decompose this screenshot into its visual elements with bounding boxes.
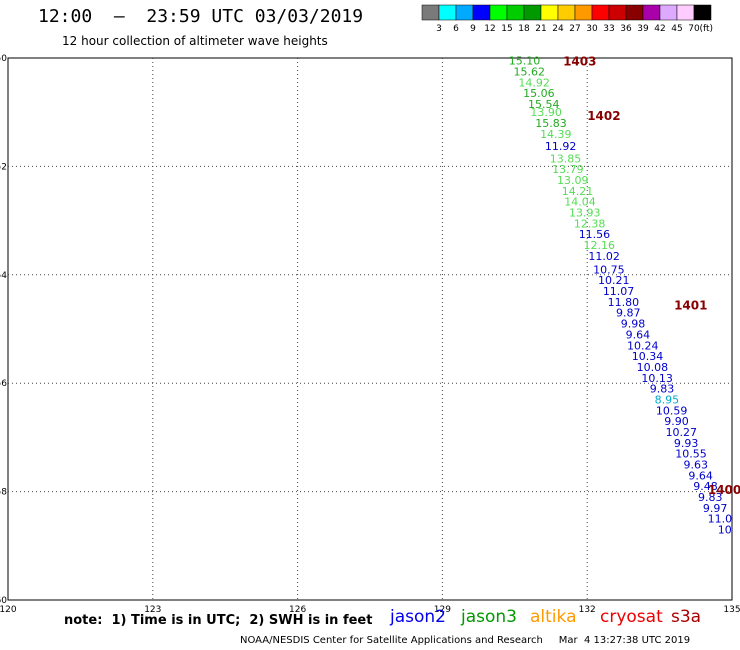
note-text: note: 1) Time is in UTC; 2) SWH is in fe… — [64, 613, 373, 628]
wave-height-label: 9.63 — [684, 459, 709, 472]
y-tick-label: -50 — [0, 54, 7, 64]
y-tick-label: -60 — [0, 596, 7, 606]
wave-height-label: 10.21 — [598, 274, 630, 287]
legend-label: 70 — [688, 24, 700, 34]
legend-label: 12 — [484, 24, 495, 34]
legend-label: 18 — [518, 24, 530, 34]
wave-height-label: 13.79 — [552, 163, 584, 176]
wave-height-label: 10.27 — [666, 426, 698, 439]
x-tick-label: 129 — [434, 605, 451, 615]
wave-height-label: 9.48 — [693, 480, 718, 493]
y-tick-label: -56 — [0, 379, 7, 389]
satellite-name: jason3 — [461, 607, 517, 627]
wave-height-label: 9.83 — [650, 383, 675, 396]
legend-unit: (ft) — [699, 24, 713, 34]
legend-label: 24 — [552, 24, 564, 34]
chart-title: 12:00 — 23:59 UTC 03/03/2019 — [38, 6, 364, 27]
x-tick-label: 120 — [0, 605, 17, 615]
legend-label: 3 — [436, 24, 442, 34]
wave-height-label: 9.87 — [616, 307, 641, 320]
wave-height-label: 15.54 — [528, 98, 560, 111]
wave-height-label: 9.83 — [698, 491, 723, 504]
wave-height-label: 10.34 — [632, 350, 664, 363]
wave-height-label: 13.09 — [557, 174, 589, 187]
plot-frame — [7, 57, 733, 601]
legend-label: 45 — [671, 24, 682, 34]
wave-height-label: 10.59 — [656, 404, 688, 417]
satellite-name: jason2 — [390, 607, 446, 627]
satellite-name: altika — [530, 607, 577, 627]
wave-height-label: 9.90 — [664, 415, 689, 428]
wave-height-label: 10.75 — [593, 263, 625, 276]
wave-height-label: 14.92 — [518, 76, 550, 89]
wave-height-label: 13.93 — [569, 206, 601, 219]
wave-height-label: 13.90 — [530, 106, 562, 119]
wave-height-label: 12.38 — [574, 217, 606, 230]
wave-height-label: 9.64 — [626, 328, 651, 341]
wave-height-label: 11.80 — [608, 296, 640, 309]
legend-label: 33 — [603, 24, 614, 34]
wave-height-label: 11.07 — [603, 285, 635, 298]
x-tick-label: 123 — [144, 605, 161, 615]
satellite-name: cryosat — [600, 607, 663, 627]
wave-height-label: 9.98 — [621, 318, 646, 331]
wave-height-label: 12.16 — [584, 239, 616, 252]
y-tick-label: -54 — [0, 271, 7, 281]
wave-height-label: 14.04 — [564, 196, 596, 209]
y-tick-label: -52 — [0, 162, 7, 172]
x-tick-label: 126 — [289, 605, 306, 615]
x-tick-label: 132 — [579, 605, 596, 615]
wave-height-label: 9.64 — [688, 469, 713, 482]
wave-height-label: 9.97 — [703, 502, 728, 515]
wave-height-label: 8.95 — [655, 393, 680, 406]
wave-height-label: 10.24 — [627, 339, 659, 352]
wave-height-label: 9.93 — [674, 437, 699, 450]
wave-height-label: 10 — [718, 524, 732, 537]
legend-label: 21 — [535, 24, 546, 34]
wave-height-label: 11.02 — [588, 250, 620, 263]
wave-height-label: 13.85 — [550, 152, 582, 165]
wave-height-label: 15.62 — [514, 66, 546, 79]
footer-credit: NOAA/NESDIS Center for Satellite Applica… — [240, 635, 691, 646]
legend-swatch — [693, 4, 712, 21]
wave-height-label: 14.39 — [540, 128, 572, 141]
wave-height-label: 11.92 — [545, 140, 577, 153]
track-time-label: 1400 — [708, 483, 740, 497]
track-time-label: 1402 — [587, 109, 620, 123]
satellite-name: s3a — [671, 607, 702, 627]
track-time-label: 1401 — [674, 299, 707, 313]
wave-height-label: 10.13 — [641, 372, 673, 385]
wave-height-label: 14.21 — [562, 185, 594, 198]
wave-height-label: 11.0 — [708, 513, 733, 526]
wave-height-label: 15.83 — [535, 117, 567, 130]
legend-label: 15 — [501, 24, 512, 34]
legend-label: 39 — [637, 24, 649, 34]
legend-label: 6 — [453, 24, 459, 34]
legend-label: 27 — [569, 24, 580, 34]
wave-height-label: 10.55 — [675, 448, 707, 461]
wave-height-label: 15.06 — [523, 87, 555, 100]
wave-height-label: 11.56 — [579, 228, 611, 241]
x-tick-label: 135 — [723, 605, 740, 615]
chart-subtitle: 12 hour collection of altimeter wave hei… — [62, 34, 328, 48]
wave-height-label: 15.10 — [509, 55, 541, 68]
track-time-label: 1403 — [563, 55, 596, 69]
y-tick-label: -58 — [0, 488, 7, 498]
color-legend: 3 6 9 12 15 18 21 24 27 30 33 36 39 42 45 70 (ft) — [421, 4, 713, 34]
wave-height-label: 10.08 — [637, 361, 669, 374]
legend-label: 9 — [470, 24, 476, 34]
legend-label: 30 — [586, 24, 598, 34]
legend-label: 36 — [620, 24, 632, 34]
legend-label: 42 — [654, 24, 665, 34]
